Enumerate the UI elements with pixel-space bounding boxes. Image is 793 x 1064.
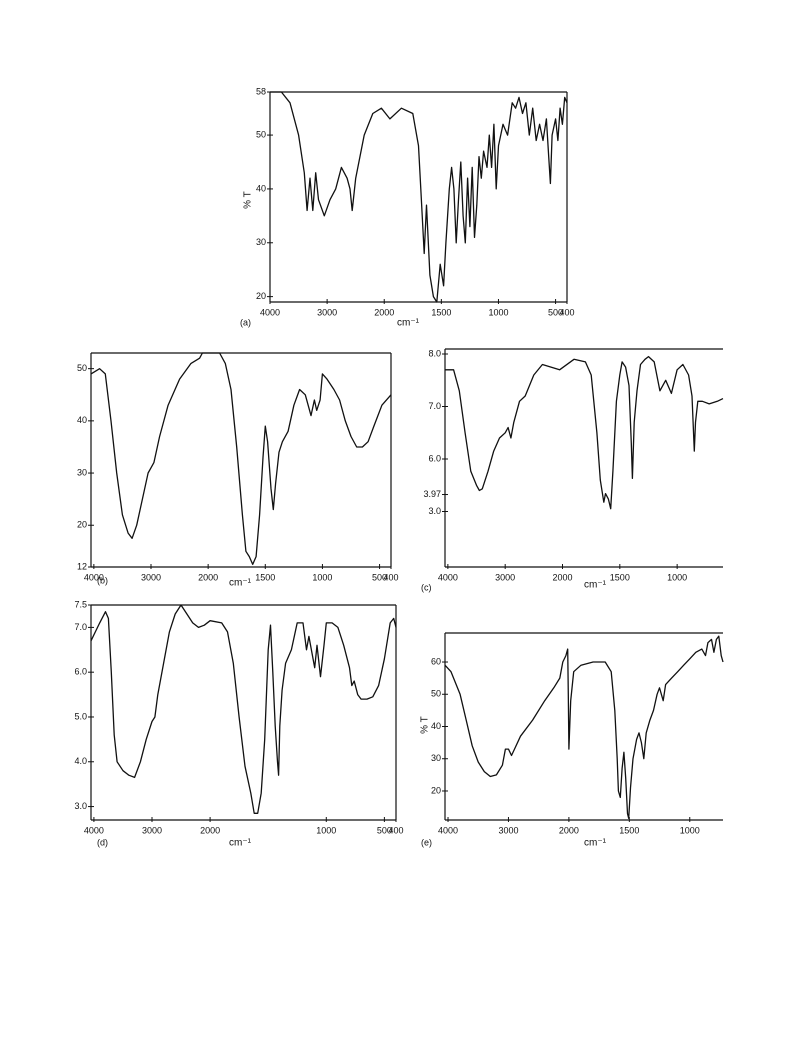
- x-tick-label: 1500: [619, 825, 639, 835]
- spectrum-panel: 8.0 7.0 6.0 3.0 3.97 4000 3000 2000 1500 1000 (c) c…: [421, 348, 724, 592]
- x-tick-label: 1500: [431, 307, 451, 317]
- x-tick-label: 3000: [141, 572, 161, 582]
- y-tick-label: 7.0: [74, 622, 87, 632]
- panel-label: (e): [421, 837, 432, 847]
- y-tick-label: 7.0: [428, 401, 441, 411]
- x-tick-label: 2000: [559, 825, 579, 835]
- spectrum-line: [444, 635, 724, 820]
- x-tick-label: 400: [559, 307, 574, 317]
- x-tick-label: 2000: [200, 825, 220, 835]
- x-tick-label: 400: [388, 825, 403, 835]
- x-tick-label: 4000: [260, 307, 280, 317]
- x-axis-label: cm⁻¹: [584, 580, 607, 591]
- y-tick-label: 30: [431, 753, 441, 763]
- y-tick-label: 40: [77, 415, 87, 425]
- y-tick-label: 3.0: [74, 801, 87, 811]
- x-tick-label: 500: [548, 307, 563, 317]
- panel-label: (c): [421, 582, 432, 592]
- x-tick-label: 3000: [498, 825, 518, 835]
- y-axis-label: % T: [243, 191, 254, 209]
- spectrum-line: [90, 352, 392, 566]
- x-axis-label: cm⁻¹: [584, 838, 607, 849]
- spectrum-line: [270, 91, 568, 303]
- x-axis-label: cm⁻¹: [397, 318, 420, 329]
- x-axis-label: cm⁻¹: [229, 578, 252, 589]
- y-tick-label: 3.97: [423, 489, 441, 499]
- x-tick-label: 500: [372, 572, 387, 582]
- y-tick-label: 12: [77, 561, 87, 571]
- panel-label: (d): [97, 837, 108, 847]
- y-tick-label: 50: [431, 689, 441, 699]
- x-tick-label: 3000: [317, 307, 337, 317]
- panel-label: (b): [97, 575, 108, 585]
- x-tick-label: 4000: [438, 825, 458, 835]
- y-tick-label: 58: [256, 86, 266, 96]
- spectrum-line: [445, 355, 724, 510]
- x-tick-label: 1000: [316, 825, 336, 835]
- y-tick-label: 8.0: [428, 348, 441, 358]
- y-tick-label: 20: [431, 785, 441, 795]
- y-tick-label: 30: [256, 237, 266, 247]
- y-tick-label: 50: [256, 129, 266, 139]
- x-tick-label: 2000: [374, 307, 394, 317]
- x-tick-label: 4000: [84, 572, 104, 582]
- x-tick-label: 500: [377, 825, 392, 835]
- x-tick-label: 4000: [438, 572, 458, 582]
- spectrum-panel: 60 50 40 30 20 4000 3000 2000 1500 1000 (e) cm⁻¹ % T: [420, 632, 724, 849]
- x-tick-label: 400: [383, 572, 398, 582]
- y-tick-label: 7.5: [74, 599, 87, 609]
- y-tick-label: 20: [77, 520, 87, 530]
- y-tick-label: 20: [256, 291, 266, 301]
- y-tick-label: 5.0: [74, 711, 87, 721]
- x-tick-label: 3000: [142, 825, 162, 835]
- y-tick-label: 6.0: [74, 667, 87, 677]
- x-tick-label: 1000: [667, 572, 687, 582]
- x-tick-label: 1500: [255, 572, 275, 582]
- y-tick-label: 6.0: [428, 453, 441, 463]
- x-tick-label: 1000: [312, 572, 332, 582]
- spectrum-panel: 7.5 7.0 6.0 5.0 4.0 3.0 4000 3000 2000 1000 500400…: [74, 599, 403, 848]
- y-axis-label: % T: [420, 716, 431, 734]
- y-tick-label: 3.0: [428, 506, 441, 516]
- y-tick-label: 40: [256, 183, 266, 193]
- x-tick-label: 2000: [198, 572, 218, 582]
- x-tick-label: 1500: [610, 572, 630, 582]
- y-tick-label: 40: [431, 721, 441, 731]
- x-tick-label: 3000: [495, 572, 515, 582]
- spectrum-line: [90, 604, 397, 814]
- x-tick-label: 1000: [488, 307, 508, 317]
- x-axis-label: cm⁻¹: [229, 838, 252, 849]
- y-tick-label: 50: [77, 363, 87, 373]
- x-tick-label: 4000: [84, 825, 104, 835]
- panel-label: (a): [240, 317, 251, 327]
- x-tick-label: 1000: [680, 825, 700, 835]
- y-tick-label: 4.0: [74, 756, 87, 766]
- y-tick-label: 30: [77, 467, 87, 477]
- y-tick-label: 60: [431, 656, 441, 666]
- x-tick-label: 2000: [552, 572, 572, 582]
